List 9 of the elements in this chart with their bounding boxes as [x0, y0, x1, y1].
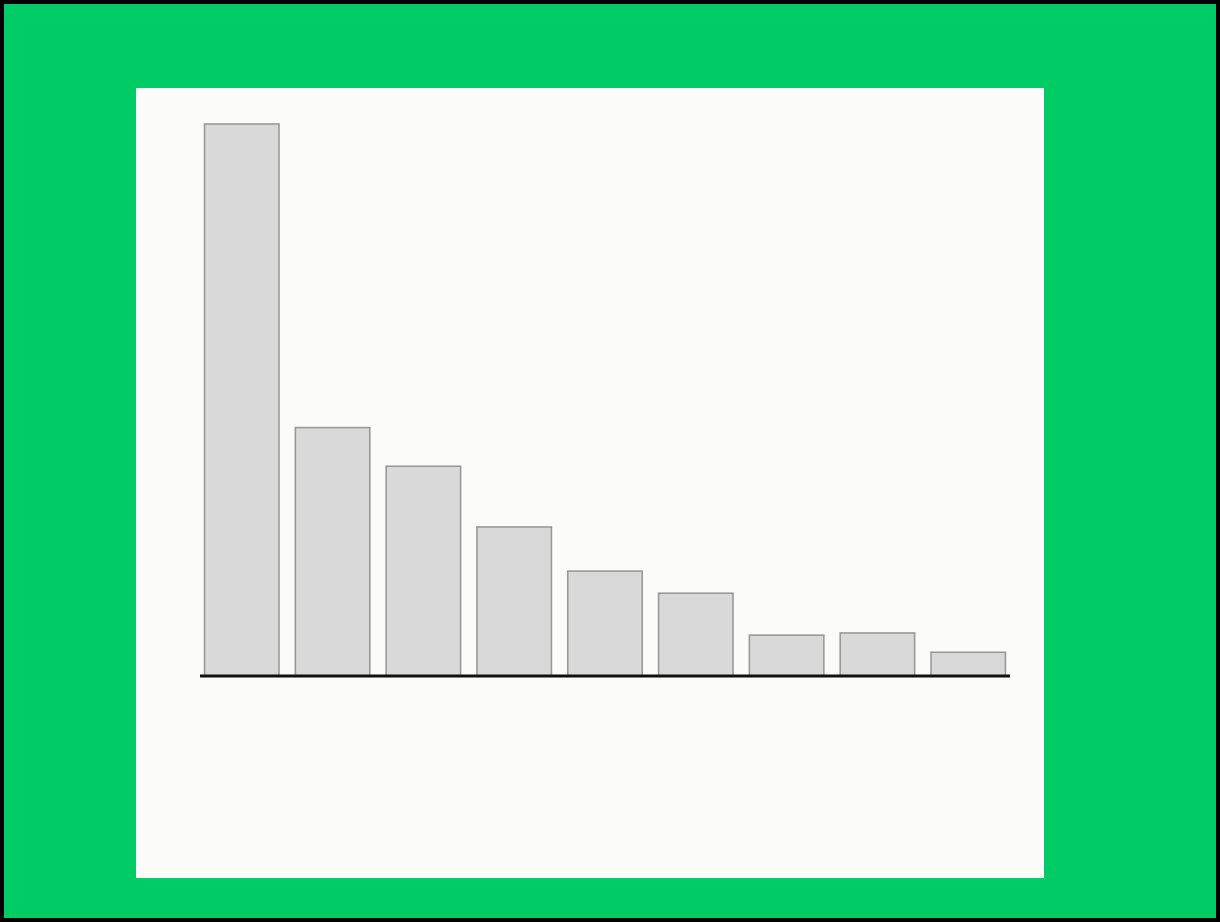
bar	[294, 426, 371, 677]
bar	[930, 651, 1007, 677]
bar	[476, 526, 553, 677]
bar	[748, 634, 825, 677]
bar	[203, 123, 280, 677]
bar	[385, 465, 462, 677]
bar	[657, 592, 734, 677]
bar	[839, 632, 916, 677]
bar	[566, 570, 644, 677]
